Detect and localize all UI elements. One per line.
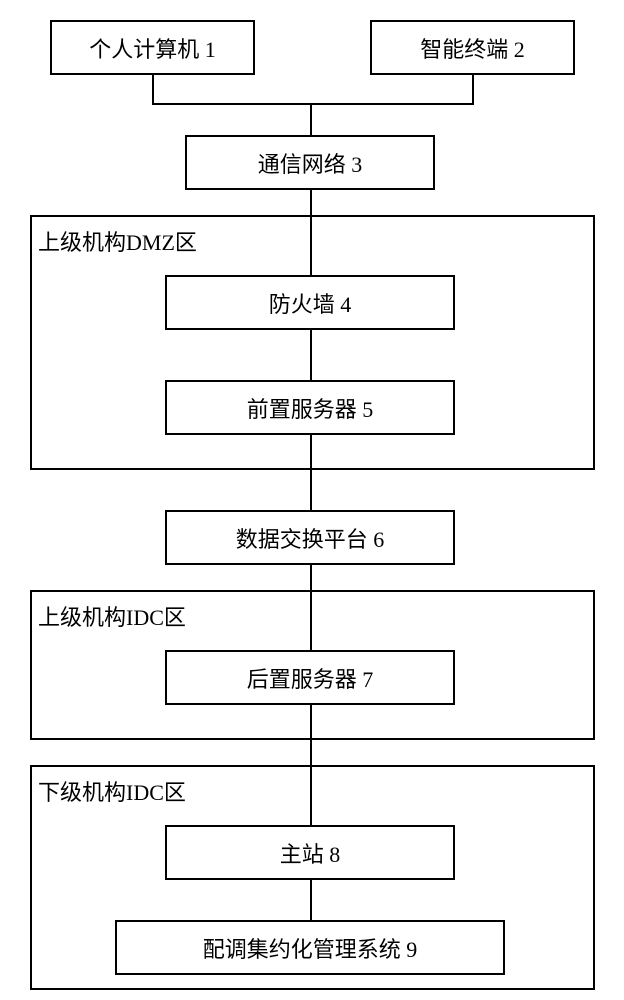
node-pc-label: 个人计算机 1: [89, 32, 216, 64]
node-back-label: 后置服务器 7: [247, 662, 374, 694]
edge: [310, 435, 312, 510]
node-exchange-label: 数据交换平台 6: [236, 522, 385, 554]
node-terminal: 智能终端 2: [370, 20, 575, 75]
node-firewall-label: 防火墙 4: [269, 287, 352, 319]
node-front-server: 前置服务器 5: [165, 380, 455, 435]
node-pc: 个人计算机 1: [50, 20, 255, 75]
edge: [472, 75, 474, 105]
diagram-canvas: 上级机构DMZ区 上级机构IDC区 下级机构IDC区 个人计算机 1 智能终端 …: [0, 0, 624, 1000]
node-network: 通信网络 3: [185, 135, 435, 190]
edge: [310, 705, 312, 825]
region-dmz-label: 上级机构DMZ区: [38, 225, 197, 257]
node-firewall: 防火墙 4: [165, 275, 455, 330]
node-network-label: 通信网络 3: [258, 147, 363, 179]
edge: [310, 105, 312, 135]
region-idc-upper-label: 上级机构IDC区: [38, 600, 186, 632]
edge: [310, 190, 312, 275]
edge: [152, 103, 474, 105]
node-master-label: 主站 8: [280, 837, 341, 869]
node-terminal-label: 智能终端 2: [420, 32, 525, 64]
region-idc-lower-label: 下级机构IDC区: [38, 775, 186, 807]
node-front-label: 前置服务器 5: [247, 392, 374, 424]
node-back-server: 后置服务器 7: [165, 650, 455, 705]
node-exchange: 数据交换平台 6: [165, 510, 455, 565]
edge: [152, 75, 154, 105]
edge: [310, 880, 312, 920]
node-master: 主站 8: [165, 825, 455, 880]
node-management-system: 配调集约化管理系统 9: [115, 920, 505, 975]
node-mgmtsys-label: 配调集约化管理系统 9: [203, 932, 418, 964]
edge: [310, 565, 312, 650]
edge: [310, 330, 312, 380]
